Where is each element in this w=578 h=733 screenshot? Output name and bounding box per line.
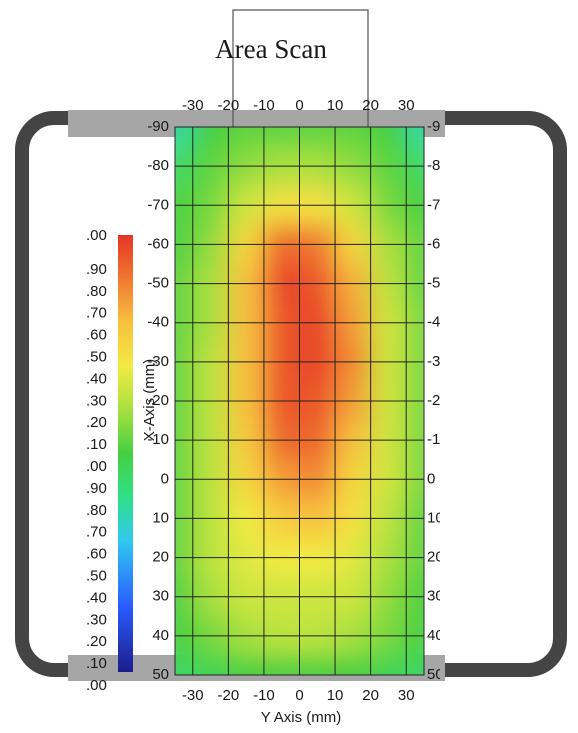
y-tick-label-right: 40 [427, 627, 444, 644]
x-tick-label: -10 [253, 687, 275, 704]
y-tick-label: 10 [152, 509, 169, 526]
x-tick-label-top: 0 [295, 97, 303, 114]
colorbar-tick-label: .60 [86, 327, 107, 344]
x-tick-label-top: -10 [253, 97, 275, 114]
y-tick-label-right: -90 [427, 118, 449, 135]
y-tick-label: -50 [147, 275, 169, 292]
x-tick-label-top: -20 [218, 97, 240, 114]
x-tick-label: 10 [327, 687, 344, 704]
plot-border [174, 126, 425, 676]
colorbar-tick-label: .90 [86, 480, 107, 497]
y-tick-label: -20 [147, 392, 169, 409]
y-tick-label: 0 [161, 470, 169, 487]
y-tick-label: -70 [147, 196, 169, 213]
colorbar-tick-label: .00 [86, 227, 107, 244]
colorbar-tick-label: .60 [86, 546, 107, 563]
colorbar-tick-label: .70 [86, 305, 107, 322]
right-tick-labels: -90 -80 -70 -60 -50 -40 -30 -20 -10 0 10 20 30 40 50 [427, 118, 449, 683]
heat-cell [228, 655, 265, 675]
colorbar-tick-label: .10 [86, 436, 107, 453]
y-tick-label: -30 [147, 353, 169, 370]
heat-cell [228, 127, 265, 148]
y-tick-label-right: -20 [427, 392, 449, 409]
heat-cell [263, 655, 300, 675]
heat-cell [192, 655, 229, 675]
y-tick-label-right: -40 [427, 314, 449, 331]
colorbar-tick-label: .40 [86, 589, 107, 606]
y-tick-label-right: -70 [427, 196, 449, 213]
x-tick-label: -20 [218, 687, 240, 704]
y-tick-label-right: 30 [427, 588, 444, 605]
y-tick-label: -10 [147, 431, 169, 448]
colorbar-tick-label: .80 [86, 283, 107, 300]
y-axis-label: X-Axis (mm) [141, 359, 158, 442]
heat-cell [299, 127, 336, 148]
y-tick-label: -80 [147, 157, 169, 174]
y-tick-label-right: -10 [427, 431, 449, 448]
colorbar-labels: .00 .90 .80 .70 .60 .50 .40 .30 .20 .10 .00 .90 .80.… [86, 227, 107, 694]
y-tick-label-right: -30 [427, 353, 449, 370]
y-tick-label-right: -50 [427, 275, 449, 292]
x-tick-label: 0 [295, 687, 303, 704]
x-tick-label-top: -30 [182, 97, 204, 114]
heat-cell [370, 127, 407, 148]
colorbar-tick-label: .50 [86, 348, 107, 365]
colorbar-tick-label: .50 [86, 567, 107, 584]
heat-cell [335, 655, 372, 675]
colorbar-tick-label: .90 [86, 261, 107, 278]
colorbar-tick-label: .00 [86, 677, 107, 694]
x-tick-label-top: 10 [327, 97, 344, 114]
x-tick-label: -30 [182, 687, 204, 704]
heat-cell [406, 127, 424, 148]
colorbar-tick-label: .30 [86, 611, 107, 628]
colorbar [118, 235, 133, 672]
y-tick-label: 40 [152, 627, 169, 644]
y-tick-label-right: 50 [427, 666, 444, 683]
y-tick-label: 20 [152, 549, 169, 566]
colorbar-tick-label: .20 [86, 414, 107, 431]
colorbar-tick-label: .20 [86, 633, 107, 650]
y-tick-label-right: 20 [427, 549, 444, 566]
colorbar-tick-label: .10 [86, 655, 107, 672]
heat-cell [406, 655, 424, 675]
y-tick-label: -60 [147, 235, 169, 252]
chart-title: Area Scan [215, 34, 327, 64]
colorbar-tick-label: .80 [86, 502, 107, 519]
heat-cell [263, 127, 300, 148]
colorbar-tick-label: .40 [86, 370, 107, 387]
x-axis-label: Y Axis (mm) [261, 709, 342, 726]
heat-cell [370, 655, 407, 675]
y-tick-label-right: 0 [427, 470, 435, 487]
y-tick-label: -90 [147, 118, 169, 135]
y-tick-label-right: -60 [427, 235, 449, 252]
y-tick-label-right: 10 [427, 509, 444, 526]
y-tick-label: -40 [147, 314, 169, 331]
heat-cell [192, 127, 229, 148]
colorbar-tick-label: .00 [86, 458, 107, 475]
x-tick-label-top: 20 [362, 97, 379, 114]
y-tick-label: 50 [152, 666, 169, 683]
y-tick-label: 30 [152, 588, 169, 605]
x-tick-label: 20 [362, 687, 379, 704]
heat-cell [299, 655, 336, 675]
title-box [232, 9, 369, 160]
heat-cell [175, 127, 194, 148]
x-tick-label: 30 [398, 687, 415, 704]
x-tick-label-top: 30 [398, 97, 415, 114]
labels: -90 -80 -70 -60 -50 -40 -30 -20 -10 0 10 20 30 40 50 -3… [86, 97, 449, 704]
colorbar-tick-label: .70 [86, 524, 107, 541]
grid [174, 126, 425, 676]
colorbar-tick-label: .30 [86, 392, 107, 409]
y-tick-label-right: -80 [427, 157, 449, 174]
heat-cell [335, 127, 372, 148]
heat-cell [175, 655, 194, 675]
